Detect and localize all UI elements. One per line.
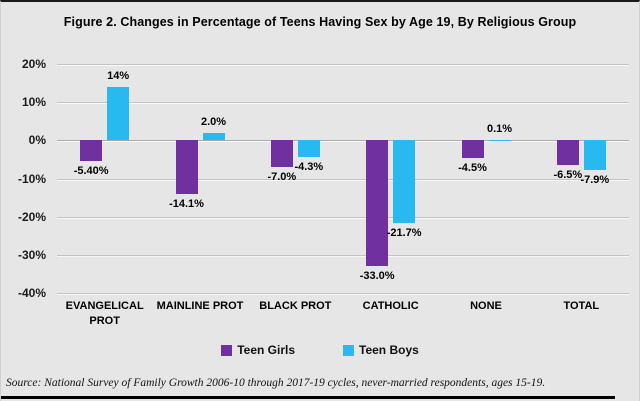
x-category-total: TOTAL <box>534 299 629 329</box>
bar-teen-girls-mainline-prot <box>175 140 198 195</box>
source-note: Source: National Survey of Family Growth… <box>6 377 546 389</box>
bar-teen-boys-mainline-prot <box>202 132 225 141</box>
y-tick-0-: 0% <box>28 133 46 148</box>
x-category-line: CATHOLIC <box>362 300 419 312</box>
bar-label-teen-boys-black-prot: -4.3% <box>294 160 324 173</box>
y-tick-20-: 20% <box>21 57 46 71</box>
bar-teen-girls-evangelical-prot <box>80 140 103 161</box>
x-category-line: NONE <box>470 300 502 312</box>
bar-label-teen-boys-total: -7.9% <box>580 174 610 187</box>
bar-label-teen-boys-catholic: -21.7% <box>386 227 422 240</box>
gridline <box>57 64 629 65</box>
bar-label-teen-girls-evangelical-prot: -5.40% <box>73 164 109 177</box>
gridline <box>57 178 629 180</box>
bar-teen-boys-none <box>488 139 511 141</box>
chart-title: Figure 2. Changes in Percentage of Teens… <box>63 15 577 29</box>
chart-bottom-border <box>1 396 615 399</box>
bar-label-teen-boys-none: 0.1% <box>486 122 513 135</box>
x-category-mainline-prot: MAINLINE PROT <box>152 299 247 329</box>
y-tick-10-: 10% <box>21 95 46 110</box>
x-category-line: MAINLINE PROT <box>156 300 244 312</box>
y-tick--40-: -40% <box>17 286 46 300</box>
bar-teen-girls-black-prot <box>270 140 293 168</box>
bar-teen-boys-catholic <box>393 140 416 224</box>
bar-label-teen-boys-mainline-prot: 2.0% <box>200 115 227 128</box>
bar-label-teen-girls-mainline-prot: -14.1% <box>169 198 204 211</box>
y-tick--30-: -30% <box>17 247 46 262</box>
bar-teen-boys-evangelical-prot <box>107 86 130 141</box>
bar-teen-boys-black-prot <box>297 140 320 157</box>
bar-teen-boys-total <box>583 140 606 171</box>
x-category-catholic: CATHOLIC <box>343 299 438 329</box>
gridline <box>57 254 629 256</box>
zero-gridline <box>57 140 629 142</box>
bar-label-teen-girls-black-prot: -7.0% <box>267 171 297 184</box>
x-category-line: BLACK PROT <box>259 300 332 312</box>
y-tick--10-: -10% <box>17 171 46 186</box>
y-tick--20-: -20% <box>17 209 46 224</box>
bar-teen-girls-total <box>556 140 579 166</box>
legend-label-teen-girls: Teen Girls <box>237 343 295 357</box>
bar-teen-girls-none <box>461 140 484 158</box>
legend: Teen Girls Teen Boys <box>1 343 639 357</box>
gridline <box>57 216 629 218</box>
x-category-line: TOTAL <box>563 300 600 312</box>
legend-swatch-teen-boys <box>343 344 354 356</box>
legend-swatch-teen-girls <box>221 344 233 356</box>
legend-entry-teen-girls: Teen Girls <box>221 343 295 357</box>
x-category-none: NONE <box>438 299 533 329</box>
x-axis-category-labels: EVANGELICAL PROT MAINLINE PROT BLACK PROT CA… <box>57 299 629 329</box>
legend-entry-teen-boys: Teen Boys <box>343 343 419 357</box>
y-axis-tick-labels: 20% 10% 0% -10% -20% -30% -40% <box>1 2 47 401</box>
x-category-line: PROT <box>89 315 120 327</box>
plot-area: -5.40% -14.1% -7.0% -33.0% -4.5% -6.5% 14% 2.0%… <box>57 64 629 294</box>
gridline <box>57 102 629 104</box>
x-category-evangelical-prot: EVANGELICAL PROT <box>57 299 152 329</box>
gridline <box>57 293 629 294</box>
bar-label-teen-girls-none: -4.5% <box>458 161 487 174</box>
x-category-black-prot: BLACK PROT <box>248 299 343 329</box>
bar-label-teen-girls-total: -6.5% <box>553 169 583 182</box>
legend-label-teen-boys: Teen Boys <box>359 343 419 357</box>
bar-label-teen-boys-evangelical-prot: 14% <box>107 69 130 82</box>
x-category-line: EVANGELICAL <box>65 300 144 312</box>
bar-label-teen-girls-catholic: -33.0% <box>359 270 395 283</box>
bar-teen-girls-catholic <box>366 140 389 267</box>
